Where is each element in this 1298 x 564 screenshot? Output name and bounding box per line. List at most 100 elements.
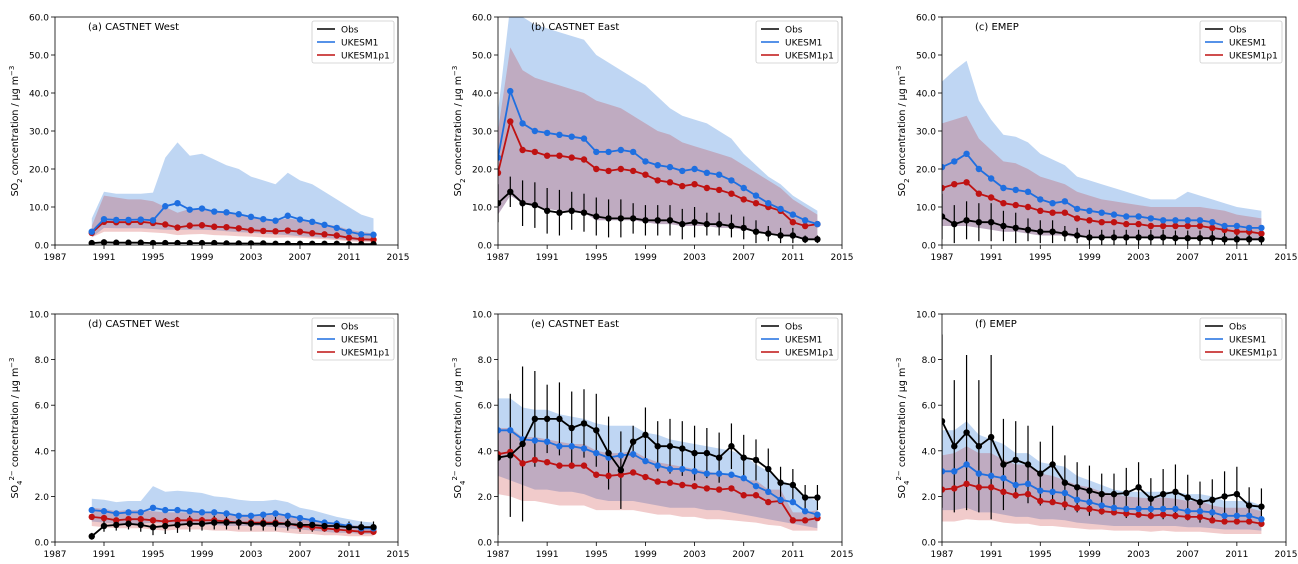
ukesm1-point [1135, 213, 1142, 220]
ukesm1p1-point [149, 517, 157, 524]
x-tick-label: 2003 [683, 550, 706, 560]
x-tick-label: 1995 [142, 253, 165, 263]
x-tick-label: 2011 [1225, 253, 1248, 263]
ukesm1-point [605, 148, 612, 156]
ukesm1p1-point [198, 222, 206, 229]
obs-point [679, 445, 686, 452]
obs-point [1123, 234, 1130, 241]
x-tick-label: 1999 [634, 550, 657, 560]
ukesm1-point [1024, 480, 1032, 488]
obs-point [1049, 228, 1056, 235]
ukesm1-point [507, 87, 514, 95]
ukesm1-point [629, 148, 637, 156]
ukesm1p1-point [1123, 510, 1130, 517]
obs-point [1024, 226, 1032, 233]
x-tick-label: 2003 [1127, 253, 1150, 263]
obs-point [951, 220, 958, 228]
y-tick-label: 60.0 [29, 14, 49, 24]
obs-point [88, 239, 95, 245]
legend-box [311, 317, 395, 361]
obs-point [186, 239, 193, 245]
obs-point [507, 452, 514, 459]
ukesm1-point [942, 163, 946, 171]
ukesm1-point [1221, 512, 1228, 519]
obs-point [1110, 490, 1118, 498]
obs-point [1037, 470, 1044, 477]
obs-point [765, 465, 772, 473]
ukesm1-point [1037, 196, 1044, 203]
legend-label: UKESM1p1 [341, 349, 390, 359]
ukesm1-point [691, 468, 698, 475]
ukesm1p1-point [789, 219, 797, 226]
obs-point [223, 240, 230, 245]
panel-4: 0.0 2.0 4.0 6.0 8.0 10.0 1987 1991 1995 1999 2003 2… [8, 311, 409, 561]
obs-point [162, 522, 169, 530]
y-tick-label: 6.0 [922, 402, 937, 412]
ukesm1-point [789, 498, 797, 506]
obs-point [1086, 234, 1093, 241]
ukesm1-point [593, 449, 600, 457]
legend-box [755, 317, 839, 361]
ukesm1-point [814, 220, 821, 228]
obs-point [211, 519, 218, 526]
ukesm1p1-point [593, 471, 600, 478]
x-tick-label: 1999 [191, 550, 214, 560]
ukesm1p1-point [1135, 220, 1142, 228]
obs-point [1221, 236, 1228, 243]
x-tick-label: 2011 [781, 550, 804, 560]
obs-point [1184, 234, 1191, 242]
obs-point [531, 415, 539, 423]
ukesm1p1-point [715, 186, 723, 194]
ukesm1p1-point [272, 228, 279, 235]
obs-point [942, 417, 946, 425]
x-tick-label: 2011 [338, 253, 361, 263]
obs-point [1012, 456, 1019, 464]
ukesm1p1-point [963, 179, 970, 186]
x-tick-label: 1991 [93, 550, 116, 560]
axes-frame [497, 313, 843, 543]
ukesm1-point [740, 184, 747, 192]
obs-point [568, 424, 575, 432]
y-axis-label: SO2 concentration / µg m−3 [451, 66, 467, 197]
obs-point [247, 240, 255, 245]
obs-point [1061, 479, 1069, 486]
obs-point [1012, 224, 1019, 232]
ukesm1p1-point [728, 485, 735, 492]
panel-1: 0.0 10.0 20.0 30.0 40.0 50.0 60.0 1987 1991 1995 1… [8, 14, 409, 264]
legend-label: UKESM1 [341, 39, 378, 49]
ukesm1-point [1221, 222, 1228, 230]
ukesm1p1-point [519, 460, 526, 467]
obs-point [370, 523, 377, 531]
y-tick-label: 0.0 [478, 242, 493, 252]
obs-point [186, 520, 193, 527]
plot-area [942, 60, 1265, 245]
x-tick-label: 2015 [1275, 550, 1298, 560]
ukesm1-point [100, 508, 108, 515]
legend-label: UKESM1p1 [1229, 349, 1278, 359]
legend: Obs UKESM1 UKESM1p1 [311, 317, 395, 361]
legend-label: UKESM1 [1229, 39, 1266, 49]
ukesm1-point [247, 512, 255, 519]
ukesm1p1-point [370, 236, 377, 243]
obs-point [162, 239, 169, 245]
y-tick-label: 4.0 [478, 447, 493, 457]
legend-label: Obs [341, 26, 359, 36]
ukesm1p1-point [1073, 504, 1081, 511]
plot-area [88, 486, 377, 540]
ukesm1p1-point [975, 484, 983, 491]
ukesm1p1-point [740, 492, 747, 499]
x-tick-label: 1987 [487, 550, 510, 560]
ukesm1-point [1245, 224, 1253, 232]
obs-line [91, 241, 374, 245]
panel-title: (a) CASTNET West [88, 22, 179, 33]
obs-point [1245, 236, 1253, 243]
obs-point [740, 224, 747, 232]
ukesm1-point [1184, 217, 1191, 224]
y-tick-label: 30.0 [472, 128, 492, 138]
ukesm1p1-point [284, 227, 291, 234]
ukesm1-point [1233, 512, 1241, 519]
obs-point [1245, 502, 1253, 509]
ukesm1p1-point [568, 154, 575, 161]
ukesm1-point [198, 205, 206, 212]
y-tick-label: 8.0 [922, 356, 937, 366]
